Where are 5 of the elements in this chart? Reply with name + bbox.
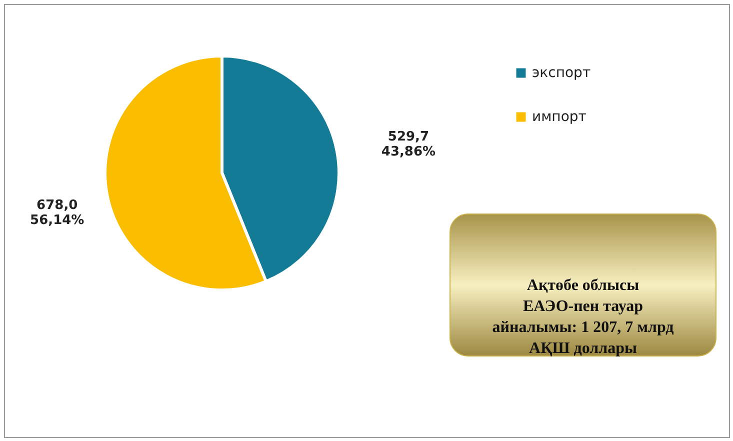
legend-label: экспорт <box>532 65 591 81</box>
legend-label: импорт <box>532 109 586 125</box>
data-label: 678,0 56,14% <box>30 198 84 228</box>
text: Ақтөбе облысы ЕАЭО-пен тауар айналымы: 1 207, 7 млрд АҚШ доллары <box>492 277 674 357</box>
data-label: 529,7 43,86% <box>381 130 436 160</box>
